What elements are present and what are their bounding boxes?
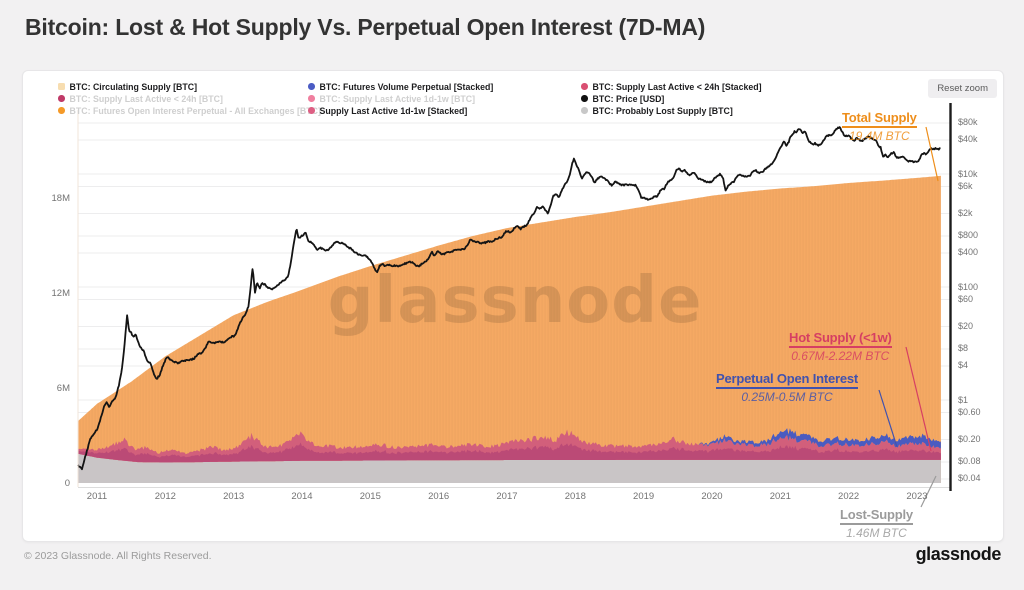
legend-item-label: BTC: Supply Last Active < 24h [BTC] [69, 93, 223, 104]
page-title: Bitcoin: Lost & Hot Supply Vs. Perpetual… [25, 14, 706, 40]
annotation-hot-supply: Hot Supply (<1w) 0.67M-2.22M BTC [789, 329, 892, 363]
left-axis-tick-18M: 18M [51, 192, 70, 204]
legend-column-3: BTC: Supply Last Active < 24h [Stacked] B… [581, 81, 762, 116]
legend-item-label: BTC: Probably Lost Supply [BTC] [592, 105, 733, 116]
x-axis-tick-2015: 2015 [359, 491, 381, 502]
x-axis-tick-2017: 2017 [496, 491, 518, 502]
legend-item[interactable]: BTC: Supply Last Active < 24h [BTC] [58, 93, 321, 104]
legend-item[interactable]: BTC: Futures Open Interest Perpetual - A… [58, 105, 321, 116]
right-axis-tick-$20: $20 [958, 321, 974, 331]
annotation-lost-supply: Lost-Supply 1.46M BTC [840, 506, 913, 540]
annotation-total-supply-value: 19.4M BTC [848, 129, 910, 143]
legend-item-label: BTC: Futures Open Interest Perpetual - A… [69, 105, 321, 116]
legend-marker-icon [308, 95, 315, 102]
legend-column-2: BTC: Futures Volume Perpetual [Stacked] B… [308, 81, 493, 116]
right-axis-tick-$80k: $80k [958, 117, 978, 128]
legend-marker-icon [581, 107, 588, 114]
annotation-total-supply: Total Supply 19.4M BTC [842, 109, 917, 143]
right-axis-tick-$8: $8 [958, 343, 969, 354]
legend-item[interactable]: BTC: Supply Last Active < 24h [Stacked] [581, 81, 762, 92]
x-axis-tick-2012: 2012 [154, 491, 176, 502]
annotation-perpetual-oi-value: 0.25M-0.5M BTC [741, 390, 833, 404]
legend-column-1: BTC: Circulating Supply [BTC] BTC: Supply… [58, 81, 321, 116]
legend-item[interactable]: BTC: Supply Last Active 1d-1w [BTC] [308, 93, 493, 104]
copyright-text: © 2023 Glassnode. All Rights Reserved. [24, 550, 212, 562]
legend-item[interactable]: BTC: Price [USD] [581, 93, 762, 104]
x-axis-tick-2013: 2013 [223, 491, 245, 502]
right-axis-tick-$10k: $10k [958, 168, 978, 179]
x-axis-tick-2011: 2011 [86, 491, 108, 502]
glassnode-logo: glassnode [915, 544, 1002, 564]
legend-item[interactable]: Supply Last Active 1d-1w [Stacked] [308, 105, 493, 116]
right-axis-tick-$400: $400 [958, 247, 979, 258]
x-axis-tick-2022: 2022 [838, 491, 860, 502]
left-axis-tick-6M: 6M [56, 382, 70, 394]
x-axis-tick-2020: 2020 [701, 491, 723, 502]
right-axis-tick-$0.04: $0.04 [958, 473, 981, 484]
legend-item-label: BTC: Price [USD] [592, 93, 665, 104]
annotation-hot-supply-title: Hot Supply (<1w) [789, 331, 892, 348]
legend-item-label: BTC: Supply Last Active 1d-1w [BTC] [319, 93, 476, 104]
right-axis-tick-$60: $60 [958, 294, 974, 305]
chart-legend: BTC: Circulating Supply [BTC] BTC: Supply… [0, 81, 1024, 117]
x-axis-tick-2021: 2021 [769, 491, 791, 502]
legend-marker-icon [308, 83, 315, 90]
legend-item-label: BTC: Supply Last Active < 24h [Stacked] [592, 81, 762, 92]
legend-marker-icon [58, 83, 65, 90]
right-axis-tick-$6k: $6k [958, 181, 973, 192]
legend-marker-icon [581, 95, 588, 102]
annotation-perpetual-oi: Perpetual Open Interest 0.25M-0.5M BTC [716, 370, 858, 404]
legend-marker-icon [58, 95, 65, 102]
annotation-total-supply-title: Total Supply [842, 111, 917, 128]
legend-marker-icon [58, 107, 65, 114]
annotation-hot-supply-value: 0.67M-2.22M BTC [791, 349, 890, 363]
right-axis-tick-$800: $800 [958, 230, 979, 241]
reset-zoom-button[interactable]: Reset zoom [928, 79, 997, 98]
right-axis-tick-$100: $100 [958, 281, 979, 292]
legend-marker-icon [308, 107, 315, 114]
annotation-perpetual-oi-title: Perpetual Open Interest [716, 372, 858, 389]
right-axis-tick-$40k: $40k [958, 134, 978, 145]
legend-item[interactable]: BTC: Probably Lost Supply [BTC] [581, 105, 762, 116]
right-axis-tick-$2k: $2k [958, 208, 973, 218]
legend-item-label: BTC: Circulating Supply [BTC] [69, 81, 198, 92]
right-axis-tick-$1: $1 [958, 394, 969, 405]
left-axis-tick-12M: 12M [51, 287, 70, 299]
x-axis-tick-2016: 2016 [428, 491, 450, 502]
right-axis-tick-$0.20: $0.20 [958, 434, 981, 444]
right-axis-tick-$4: $4 [958, 360, 969, 371]
x-axis-tick-2014: 2014 [291, 491, 313, 502]
x-axis-tick-2019: 2019 [633, 491, 655, 502]
annotation-lost-supply-title: Lost-Supply [840, 508, 913, 525]
legend-item-label: Supply Last Active 1d-1w [Stacked] [319, 105, 468, 116]
right-axis-tick-$0.60: $0.60 [958, 407, 981, 418]
right-axis-tick-$0.08: $0.08 [958, 456, 981, 467]
x-axis-tick-2023: 2023 [906, 491, 928, 502]
legend-item-label: BTC: Futures Volume Perpetual [Stacked] [319, 81, 494, 92]
legend-marker-icon [581, 83, 588, 90]
legend-item[interactable]: BTC: Circulating Supply [BTC] [58, 81, 321, 92]
left-axis-tick-0: 0 [64, 477, 70, 489]
x-axis-tick-2018: 2018 [564, 491, 586, 502]
legend-item[interactable]: BTC: Futures Volume Perpetual [Stacked] [308, 81, 493, 92]
annotation-lost-supply-value: 1.46M BTC [846, 526, 907, 540]
